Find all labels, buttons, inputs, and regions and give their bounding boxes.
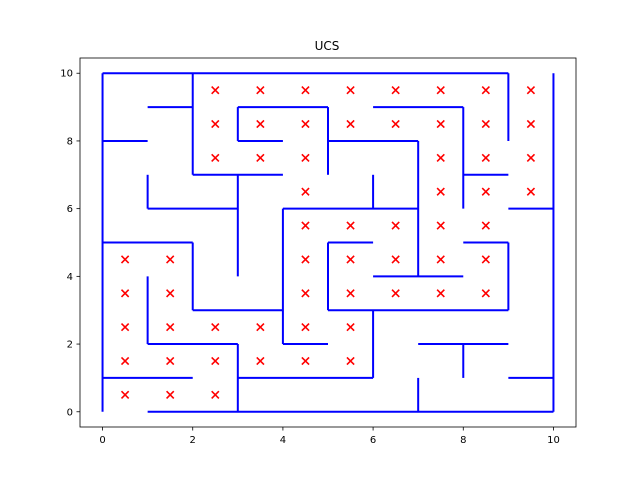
visited-marker bbox=[346, 255, 355, 264]
visited-marker bbox=[301, 85, 310, 95]
plot-area: 0 2 4 6 8 10 0 2 4 6 8 10 bbox=[60, 57, 577, 446]
visited-marker bbox=[120, 356, 130, 366]
visited-marker bbox=[211, 153, 220, 163]
visited-marker bbox=[436, 153, 445, 163]
visited-marker bbox=[436, 187, 445, 196]
visited-marker bbox=[301, 119, 310, 129]
visited-marker bbox=[166, 390, 175, 400]
visited-marker bbox=[481, 187, 490, 196]
y-tick-label: 4 bbox=[67, 272, 73, 283]
visited-marker bbox=[481, 119, 490, 129]
visited-marker bbox=[436, 221, 445, 230]
visited-marker bbox=[301, 255, 310, 264]
visited-marker bbox=[346, 322, 355, 332]
visited-marker bbox=[526, 119, 536, 129]
visited-marker bbox=[256, 119, 265, 129]
x-tick-label: 4 bbox=[280, 435, 286, 446]
axes-frame bbox=[79, 57, 577, 428]
chart-title: UCS bbox=[315, 39, 340, 53]
visited-marker bbox=[526, 187, 536, 196]
x-tick-label: 6 bbox=[370, 435, 376, 446]
visited-marker bbox=[481, 85, 490, 95]
y-tick-label: 10 bbox=[60, 69, 73, 80]
visited-marker bbox=[301, 153, 310, 163]
y-tick-label: 0 bbox=[67, 407, 73, 418]
visited-marker bbox=[301, 356, 310, 366]
x-tick-label: 0 bbox=[99, 435, 105, 446]
visited-marker bbox=[256, 356, 265, 366]
visited-marker bbox=[481, 221, 490, 230]
visited-marker bbox=[166, 289, 175, 298]
visited-marker bbox=[120, 390, 130, 400]
visited-marker bbox=[481, 153, 490, 163]
x-tick-label: 8 bbox=[460, 435, 466, 446]
visited-marker bbox=[391, 221, 400, 230]
x-tick-label: 2 bbox=[190, 435, 196, 446]
visited-marker bbox=[391, 289, 400, 298]
x-tick-label: 10 bbox=[547, 435, 560, 446]
visited-marker bbox=[346, 119, 355, 129]
visited-marker bbox=[436, 119, 445, 129]
visited-marker bbox=[346, 356, 355, 366]
visited-marker bbox=[166, 255, 175, 264]
visited-marker bbox=[120, 289, 130, 298]
visited-marker bbox=[256, 153, 265, 163]
visited-marker bbox=[436, 85, 445, 95]
visited-marker bbox=[211, 322, 220, 332]
visited-marker bbox=[301, 289, 310, 298]
y-tick-label: 8 bbox=[67, 136, 73, 147]
visited-marker bbox=[301, 221, 310, 230]
visited-marker bbox=[346, 85, 355, 95]
visited-marker bbox=[301, 187, 310, 196]
y-tick-label: 2 bbox=[67, 340, 73, 351]
visited-marker bbox=[526, 85, 536, 95]
visited-marker bbox=[436, 255, 445, 264]
visited-marker bbox=[211, 356, 220, 366]
visited-marker bbox=[211, 390, 220, 400]
visited-marker bbox=[391, 255, 400, 264]
visited-marker bbox=[391, 119, 400, 129]
visited-marker bbox=[301, 322, 310, 332]
visited-marker bbox=[211, 119, 220, 129]
y-tick-label: 6 bbox=[67, 204, 73, 215]
visited-marker bbox=[120, 255, 130, 264]
visited-marker bbox=[256, 322, 265, 332]
visited-marker bbox=[346, 289, 355, 298]
visited-marker bbox=[391, 85, 400, 95]
visited-marker bbox=[211, 85, 220, 95]
visited-marker bbox=[346, 221, 355, 230]
visited-marker bbox=[436, 289, 445, 298]
visited-marker bbox=[120, 322, 130, 332]
visited-marker bbox=[481, 255, 490, 264]
visited-marker bbox=[526, 153, 536, 163]
visited-marker bbox=[256, 85, 265, 95]
visited-marker bbox=[166, 322, 175, 332]
visited-marker bbox=[481, 289, 490, 298]
visited-marker bbox=[166, 356, 175, 366]
